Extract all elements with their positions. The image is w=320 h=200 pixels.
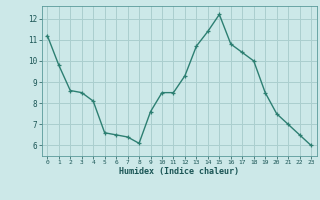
X-axis label: Humidex (Indice chaleur): Humidex (Indice chaleur) [119, 167, 239, 176]
